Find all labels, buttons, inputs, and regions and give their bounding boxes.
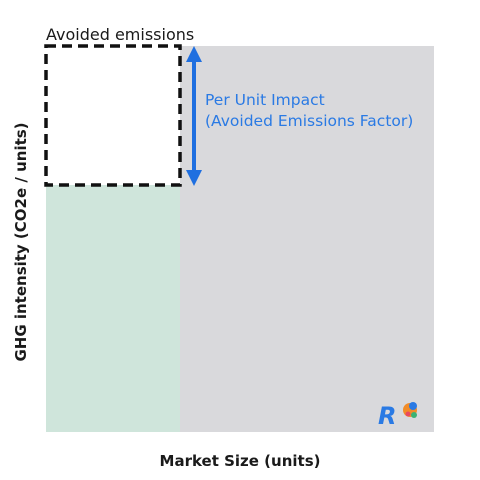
impact-label-line2: (Avoided Emissions Factor) — [205, 112, 413, 130]
arrow-head-down — [186, 170, 202, 186]
logo-letter: R — [378, 402, 396, 430]
logo-circle-red — [405, 411, 411, 417]
y-axis-label: GHG intensity (CO2e / units) — [12, 122, 30, 361]
logo-circle-green — [411, 412, 417, 418]
logo-circle-blue — [409, 402, 417, 410]
impact-label-line1: Per Unit Impact — [205, 91, 325, 109]
green-area — [46, 185, 180, 432]
arrow-head-up — [186, 46, 202, 62]
x-axis-label: Market Size (units) — [160, 452, 321, 470]
avoided-emissions-label: Avoided emissions — [46, 25, 194, 44]
avoided-emissions-box — [44, 44, 182, 187]
brand-logo: R — [378, 402, 417, 430]
